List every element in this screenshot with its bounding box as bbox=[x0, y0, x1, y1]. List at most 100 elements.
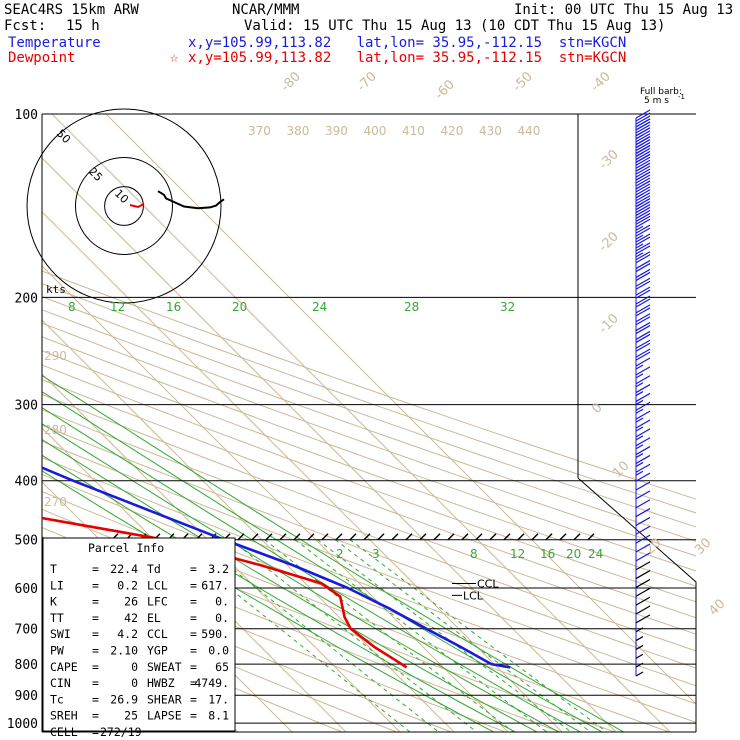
wind-barb bbox=[635, 139, 651, 149]
pressure-tick-label: 1000 bbox=[7, 717, 38, 732]
dry-adiabat bbox=[42, 114, 696, 732]
wind-barb bbox=[635, 124, 651, 134]
pressure-tick-label: 300 bbox=[15, 399, 38, 414]
wind-barb bbox=[635, 461, 644, 467]
moist-adiabat-label: 16 bbox=[166, 300, 181, 314]
wind-barb bbox=[635, 671, 644, 677]
mixing-ratio-line bbox=[230, 539, 483, 732]
parcel-eq: = bbox=[190, 692, 197, 706]
mixing-ratio-line bbox=[349, 539, 613, 732]
tropopause-hatch bbox=[475, 533, 483, 541]
wind-barb bbox=[635, 444, 644, 450]
dry-adiabat bbox=[42, 114, 696, 732]
wind-barb bbox=[635, 204, 651, 214]
wind-barb bbox=[635, 325, 651, 335]
wind-barb bbox=[635, 159, 651, 169]
wind-barb bbox=[635, 243, 644, 249]
wind-barb bbox=[635, 366, 651, 376]
dry-adiabat bbox=[42, 114, 696, 732]
wind-barb bbox=[635, 435, 644, 441]
wind-barb bbox=[635, 463, 651, 473]
wind-barb bbox=[635, 130, 651, 140]
wind-barb bbox=[635, 115, 651, 125]
wind-barb bbox=[635, 198, 651, 208]
wind-barb bbox=[635, 348, 651, 358]
wind-barb bbox=[635, 144, 651, 154]
wind-barb bbox=[635, 268, 651, 278]
wind-barb bbox=[635, 234, 644, 240]
wind-barb bbox=[635, 209, 651, 219]
parcel-value: 2.10 bbox=[110, 644, 138, 658]
theta-label: 410 bbox=[402, 124, 425, 138]
wind-barb bbox=[635, 570, 651, 580]
parcel-key: CCL bbox=[147, 627, 168, 641]
wind-barb bbox=[635, 384, 651, 394]
wind-barb bbox=[635, 215, 651, 225]
parcel-eq: = bbox=[92, 611, 99, 625]
moist-adiabat bbox=[42, 296, 545, 732]
isotherm-label: -70 bbox=[354, 69, 380, 95]
dry-adiabat bbox=[42, 114, 696, 732]
isotherm-label: 40 bbox=[706, 597, 728, 619]
tropopause-hatch bbox=[503, 533, 511, 541]
dry-adiabat bbox=[42, 114, 696, 732]
parcel-key: Td bbox=[147, 562, 161, 576]
wind-barb bbox=[635, 534, 651, 544]
moist-adiabat bbox=[42, 296, 567, 732]
mixing-ratio-line bbox=[168, 539, 416, 732]
wind-barb bbox=[635, 364, 644, 370]
hodo-ring bbox=[75, 157, 173, 255]
wind-barb bbox=[635, 286, 651, 296]
moist-adiabat bbox=[42, 296, 524, 732]
wind-barb bbox=[635, 127, 651, 137]
hodo-trace-black bbox=[157, 190, 225, 210]
hodo-ring-label: 25 bbox=[86, 165, 105, 184]
parcel-title: Parcel Info bbox=[88, 541, 164, 555]
wind-barb bbox=[635, 280, 651, 290]
wind-barb bbox=[635, 233, 651, 243]
parcel-value: 25 bbox=[124, 709, 138, 723]
dry-adiabat bbox=[42, 114, 696, 732]
wind-barb bbox=[635, 252, 644, 258]
parcel-key: SREH bbox=[50, 709, 78, 723]
parcel-key: LFC bbox=[147, 595, 168, 609]
wind-barb bbox=[635, 391, 644, 397]
parcel-eq: = bbox=[190, 709, 197, 723]
wind-barb bbox=[635, 419, 651, 429]
wind-barb bbox=[635, 192, 651, 202]
pressure-tick-label: 800 bbox=[15, 658, 38, 673]
parcel-value: 22.4 bbox=[110, 562, 138, 576]
wind-barb bbox=[635, 375, 651, 385]
wind-barb bbox=[635, 263, 651, 273]
wind-barb bbox=[635, 561, 651, 571]
wind-barb bbox=[635, 578, 651, 588]
parcel-eq: = bbox=[92, 595, 99, 609]
barb-speed-label: 5 m s bbox=[644, 96, 669, 106]
init-time: Init: 00 UTC Thu 15 Aug 13 bbox=[514, 2, 734, 18]
wind-barb bbox=[635, 136, 651, 146]
wind-barb bbox=[635, 453, 644, 459]
dry-adiabat bbox=[42, 114, 696, 732]
dry-adiabat bbox=[42, 114, 696, 732]
tropopause-hatch bbox=[433, 533, 441, 541]
wind-barb bbox=[635, 446, 651, 456]
wind-barb bbox=[635, 481, 651, 491]
wind-barb bbox=[635, 454, 651, 464]
parcel-value: 0. bbox=[215, 611, 229, 625]
wind-barb bbox=[635, 171, 651, 181]
full-barb-label: Full barb: bbox=[640, 87, 682, 97]
wind-barb bbox=[635, 399, 644, 405]
wind-barb bbox=[635, 605, 651, 615]
parcel-value: 65 bbox=[215, 660, 229, 674]
parcel-key: HWBZ bbox=[147, 676, 175, 690]
tropopause-hatch bbox=[307, 533, 315, 541]
parcel-eq: = bbox=[92, 660, 99, 674]
hodo-ring bbox=[104, 186, 144, 226]
wind-barb bbox=[635, 426, 644, 432]
fcst-label: Fcst: bbox=[4, 18, 47, 34]
wind-barb bbox=[635, 410, 651, 420]
theta-label: 420 bbox=[441, 124, 464, 138]
wind-barb bbox=[635, 162, 651, 172]
parcel-value: 4749. bbox=[194, 676, 229, 690]
